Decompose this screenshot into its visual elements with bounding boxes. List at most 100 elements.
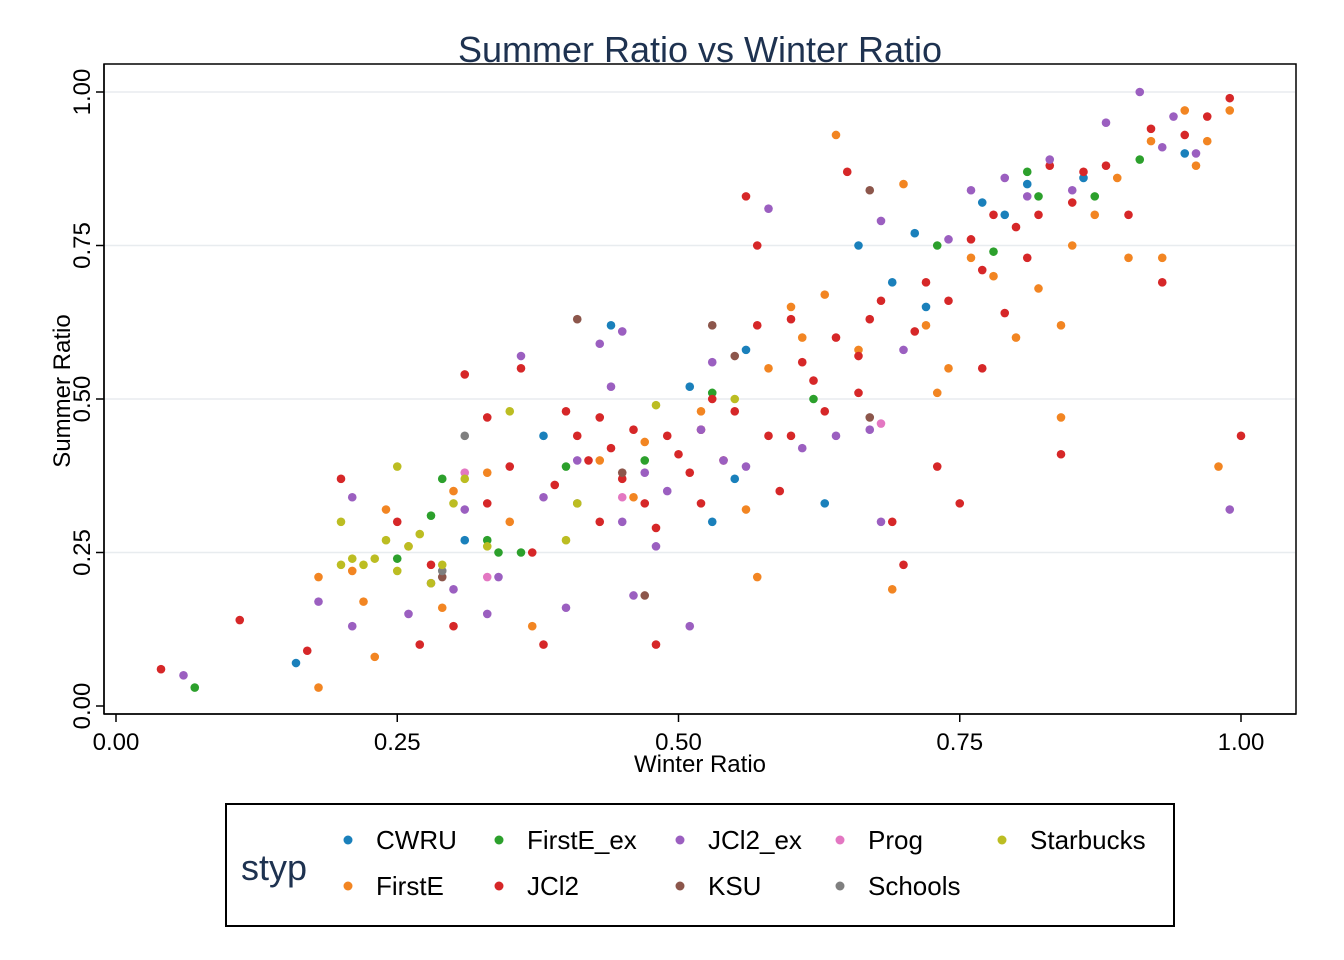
data-point <box>1079 167 1088 177</box>
y-tick-label: 0.00 <box>69 683 96 730</box>
data-point <box>1101 118 1111 127</box>
data-point <box>921 321 931 330</box>
data-point <box>1180 149 1190 158</box>
legend-marker <box>835 881 845 891</box>
data-point <box>1022 179 1032 189</box>
data-point <box>629 425 638 435</box>
data-point <box>820 406 830 416</box>
data-point <box>482 542 492 551</box>
data-point <box>347 554 357 563</box>
data-point <box>831 333 841 342</box>
data-point <box>1225 505 1235 514</box>
data-point <box>741 462 751 471</box>
data-point <box>752 572 762 582</box>
x-tick-label: 0.75 <box>936 729 983 756</box>
data-point <box>1157 142 1167 152</box>
data-point <box>449 486 458 496</box>
data-point <box>685 382 695 392</box>
data-point <box>1090 192 1100 201</box>
gridlines <box>105 91 1295 554</box>
data-point <box>302 646 312 656</box>
data-point <box>359 560 368 570</box>
data-point <box>1157 253 1167 263</box>
data-point <box>561 406 571 416</box>
data-point <box>561 603 571 613</box>
data-point <box>1191 161 1201 170</box>
data-point <box>1056 449 1066 459</box>
data-point <box>921 302 931 312</box>
data-point <box>392 517 402 527</box>
data-point <box>1101 161 1111 170</box>
data-point <box>460 431 470 441</box>
data-point <box>674 449 683 459</box>
data-point <box>437 566 447 576</box>
data-point <box>347 621 357 631</box>
data-point <box>494 548 503 557</box>
data-point <box>752 321 762 330</box>
data-point <box>730 394 740 404</box>
data-point <box>482 413 492 422</box>
data-point <box>1112 173 1122 183</box>
x-axis-label: Winter Ratio <box>634 751 766 778</box>
data-point <box>741 505 751 514</box>
data-point <box>820 290 830 299</box>
data-point <box>932 462 942 471</box>
data-point <box>1225 93 1235 103</box>
data-point <box>516 364 526 373</box>
data-point <box>1225 106 1235 115</box>
data-point <box>539 640 548 649</box>
data-point <box>966 185 976 195</box>
data-point <box>381 535 391 545</box>
legend-marker <box>494 835 504 845</box>
data-point <box>730 406 740 416</box>
data-point <box>426 578 436 588</box>
data-point <box>347 492 357 502</box>
data-point <box>865 185 875 195</box>
data-point <box>932 388 942 398</box>
data-point <box>1146 136 1156 146</box>
data-point <box>797 333 807 342</box>
data-point <box>482 535 492 545</box>
data-point <box>336 560 346 570</box>
data-point <box>190 683 200 692</box>
data-point <box>741 192 751 201</box>
data-point <box>460 535 470 545</box>
data-point <box>1180 130 1190 140</box>
data-point <box>764 431 773 441</box>
data-point <box>1202 136 1212 146</box>
data-point <box>831 431 841 441</box>
legend-marker <box>997 835 1007 845</box>
data-point <box>1067 241 1077 250</box>
series-firste-ex <box>190 155 1145 692</box>
data-point <box>944 296 953 306</box>
legend-item: Schools <box>835 871 961 901</box>
data-point <box>1236 431 1246 441</box>
data-point <box>786 302 796 312</box>
data-point <box>764 364 773 373</box>
data-point <box>1135 155 1145 164</box>
y-tick-label: 1.00 <box>69 69 96 116</box>
data-point <box>876 296 886 306</box>
legend-item: Starbucks <box>997 825 1146 855</box>
data-point <box>989 210 998 220</box>
legend-marker <box>675 881 685 891</box>
legend: styp CWRU FirstE FirstE_ex JCl2 JCl2_ex KSU Pr… <box>225 803 1175 927</box>
legend-item: JCl2_ex <box>675 825 802 855</box>
legend-marker <box>343 881 353 891</box>
data-point <box>1124 210 1133 220</box>
data-point <box>1000 173 1010 183</box>
legend-item: CWRU <box>343 825 457 855</box>
data-point <box>932 241 942 250</box>
series-cwru <box>291 149 1190 668</box>
y-axis: 0.00 0.25 0.50 0.75 1.00 <box>69 64 105 730</box>
x-tick-label: 0.25 <box>374 729 421 756</box>
data-point <box>1202 112 1212 121</box>
x-tick-label: 1.00 <box>1218 729 1265 756</box>
data-point <box>977 265 987 275</box>
data-point <box>606 382 616 392</box>
data-point <box>156 664 166 674</box>
data-point <box>584 456 593 465</box>
data-point <box>550 480 560 490</box>
data-point <box>989 247 998 256</box>
data-point <box>651 640 661 649</box>
